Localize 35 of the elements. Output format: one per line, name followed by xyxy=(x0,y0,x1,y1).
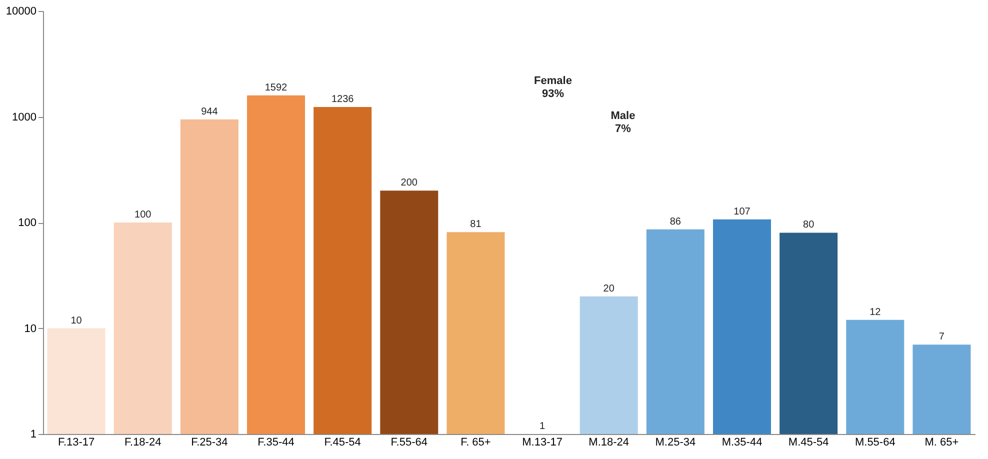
data-label: 944 xyxy=(201,106,218,118)
data-label: 200 xyxy=(400,178,418,189)
data-label: 1 xyxy=(540,421,546,432)
y-tick-label: 1000 xyxy=(12,111,36,124)
data-label: 86 xyxy=(670,216,682,228)
y-tick-label: 10 xyxy=(24,322,36,335)
x-tick-label: M. 65+ xyxy=(924,436,959,448)
y-tick-label: 100 xyxy=(18,217,36,229)
x-tick-label: M.45-54 xyxy=(788,436,829,448)
data-label: 107 xyxy=(734,206,751,218)
data-label: 1236 xyxy=(331,94,354,106)
y-tick-label: 1 xyxy=(30,428,36,440)
x-tick-label: F.25-34 xyxy=(191,436,228,448)
data-label: 1592 xyxy=(264,82,288,94)
x-tick-label: F.45-54 xyxy=(324,436,361,448)
x-tick-label: F.18-24 xyxy=(124,436,162,448)
x-tick-label: M.13-17 xyxy=(522,436,562,448)
x-tick-label: M.35-44 xyxy=(722,436,762,448)
x-tick-label: M.55-64 xyxy=(854,436,896,448)
x-tick-label: M.25-34 xyxy=(655,436,696,448)
data-label: 80 xyxy=(803,220,815,231)
x-tick-label: F.55-64 xyxy=(390,436,428,448)
data-label: 81 xyxy=(470,219,482,230)
data-label: 12 xyxy=(870,306,882,318)
annotation: Female 93% xyxy=(534,75,572,100)
x-tick-label: F.35-44 xyxy=(258,436,294,448)
y-tick-label: 10000 xyxy=(6,6,36,18)
x-tick-label: F.13-17 xyxy=(58,436,95,448)
data-label: 10 xyxy=(70,315,82,326)
x-tick-label: F. 65+ xyxy=(460,436,491,448)
data-label: 20 xyxy=(603,283,615,294)
data-label: 100 xyxy=(134,210,152,220)
data-label: 7 xyxy=(938,332,945,343)
annotation: Male 7% xyxy=(610,110,636,135)
x-tick-label: M.18-24 xyxy=(588,436,630,448)
